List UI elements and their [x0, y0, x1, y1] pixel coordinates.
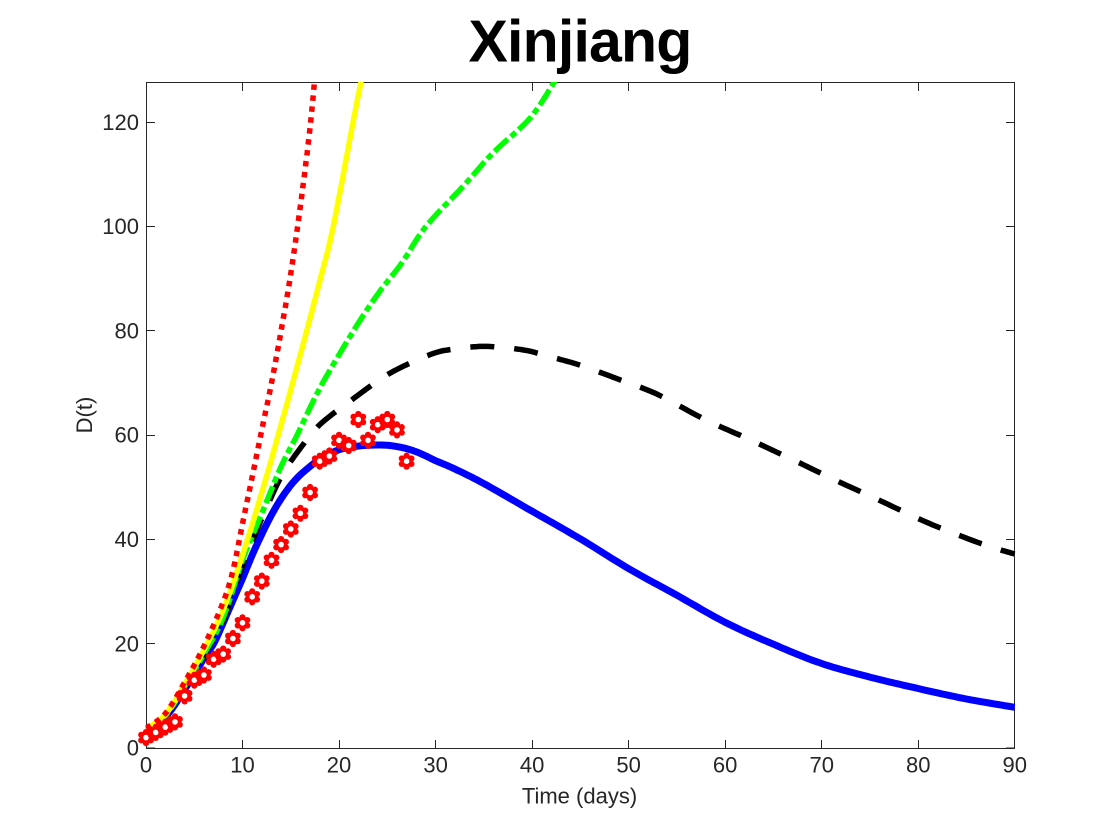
svg-text:90: 90 — [1002, 753, 1026, 778]
svg-text:80: 80 — [115, 318, 139, 343]
svg-text:20: 20 — [327, 753, 351, 778]
svg-text:70: 70 — [809, 753, 833, 778]
svg-text:0: 0 — [127, 736, 139, 761]
svg-text:120: 120 — [102, 110, 139, 135]
svg-text:60: 60 — [115, 423, 139, 448]
svg-text:20: 20 — [115, 631, 139, 656]
svg-text:40: 40 — [520, 753, 544, 778]
svg-text:40: 40 — [115, 527, 139, 552]
svg-text:0: 0 — [140, 753, 152, 778]
svg-text:Time (days): Time (days) — [522, 784, 637, 809]
svg-text:30: 30 — [423, 753, 447, 778]
svg-text:100: 100 — [102, 214, 139, 239]
svg-text:Xinjiang: Xinjiang — [468, 9, 691, 75]
svg-text:50: 50 — [616, 753, 640, 778]
svg-text:D(t): D(t) — [72, 397, 97, 434]
svg-text:10: 10 — [230, 753, 254, 778]
svg-text:60: 60 — [713, 753, 737, 778]
svg-text:80: 80 — [906, 753, 930, 778]
